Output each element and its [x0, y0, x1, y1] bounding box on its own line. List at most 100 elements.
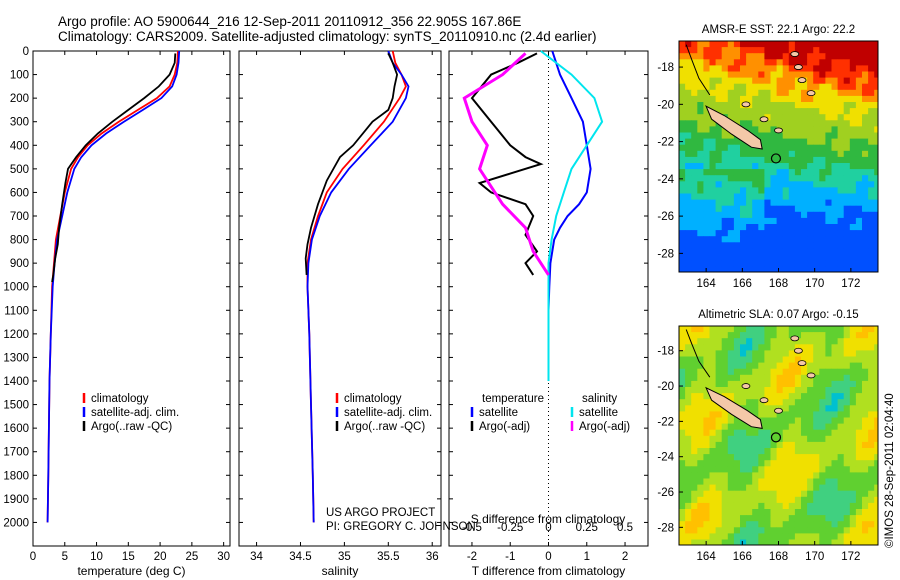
map-cell: [794, 344, 802, 351]
map-cell: [801, 338, 808, 345]
map-cell: [733, 466, 741, 473]
map-cell: [782, 380, 790, 388]
map-cell: [874, 53, 879, 60]
map-cell: [733, 460, 741, 467]
map-cell: [727, 114, 735, 121]
small-island: [774, 127, 783, 134]
map-cell: [733, 224, 741, 231]
map-cell: [697, 205, 704, 213]
map-cell: [727, 193, 735, 200]
map-cell: [776, 83, 784, 91]
map-cell: [715, 356, 723, 363]
map-cell: [874, 224, 879, 231]
map-cell: [831, 175, 838, 182]
map-cell: [868, 387, 875, 394]
map-cell: [849, 199, 857, 207]
map-cell: [709, 181, 716, 188]
map-cell: [819, 509, 826, 516]
map-cell: [825, 144, 832, 152]
map-cell: [758, 150, 765, 158]
map-cell: [776, 460, 784, 467]
map-cell: [721, 387, 729, 394]
map-cell: [831, 441, 838, 449]
map-cell: [733, 435, 741, 443]
map-cell: [794, 502, 802, 510]
map-cell: [837, 150, 845, 158]
map-cell: [776, 108, 784, 115]
map-cell: [819, 77, 826, 85]
map-cell: [733, 387, 741, 394]
map-cell: [715, 472, 723, 479]
map-cell: [764, 387, 771, 394]
map-cell: [862, 242, 869, 249]
map-cell: [843, 387, 851, 394]
map-cell: [819, 114, 826, 121]
map-cell: [831, 362, 838, 370]
map-cell: [691, 350, 698, 357]
difference-profile: -2 -1 0 1 2T difference from climatology-0.5…: [448, 50, 649, 578]
map-cell: [855, 374, 863, 382]
map-cell: [831, 138, 838, 146]
map-cell: [782, 95, 790, 103]
map-cell: [868, 509, 875, 516]
map-cell: [758, 266, 765, 273]
map-cell: [825, 417, 832, 424]
map-cell: [868, 478, 875, 485]
map-cell: [746, 266, 753, 273]
map-cell: [709, 454, 716, 461]
map-cell: [819, 411, 826, 418]
map-cell: [843, 205, 851, 213]
series-argo: [51, 53, 177, 283]
map-cell: [709, 169, 716, 176]
map-cell: [776, 95, 784, 103]
map-cell: [776, 393, 784, 400]
map-cell: [868, 393, 875, 400]
map-cell: [727, 326, 735, 333]
map-cell: [740, 187, 747, 194]
map-cell: [691, 356, 698, 363]
map-cell: [825, 533, 832, 540]
map-cell: [715, 150, 723, 158]
map-cell: [825, 254, 832, 261]
y-tick-label: 900: [10, 258, 29, 270]
map-cell: [727, 102, 735, 109]
y-tick-label: 1200: [3, 329, 29, 341]
map-cell: [813, 448, 820, 455]
map-cell: [740, 527, 747, 534]
map-cell: [782, 224, 790, 231]
map-cell: [801, 484, 808, 492]
map-cell: [721, 496, 729, 504]
map-cell: [794, 338, 802, 345]
map-cell: [746, 496, 753, 504]
map-cell: [709, 344, 716, 351]
map-cell: [752, 411, 759, 418]
reef-outline: [685, 44, 711, 96]
map-cell: [758, 138, 765, 146]
map-cell: [862, 77, 869, 85]
map-cell: [831, 193, 838, 200]
map-cell: [679, 217, 686, 225]
map-cell: [733, 236, 741, 243]
map-cell: [752, 193, 759, 200]
map-cell: [807, 71, 814, 78]
map-cell: [788, 399, 796, 406]
map-cell: [807, 47, 814, 54]
map-cell: [801, 374, 808, 382]
map-cell: [862, 502, 869, 510]
map-cell: [679, 368, 686, 376]
map-cell: [868, 399, 875, 406]
map-cell: [819, 53, 826, 60]
map-cell: [679, 126, 686, 133]
small-island: [790, 335, 800, 342]
map-cell: [770, 399, 777, 406]
map-cell: [776, 41, 784, 48]
map-cell: [874, 380, 879, 388]
map-cell: [837, 83, 845, 91]
map-cell: [849, 326, 857, 333]
map-cell: [788, 387, 796, 394]
map-cell: [831, 53, 838, 60]
map-cell: [837, 527, 845, 534]
map-cell: [831, 242, 838, 249]
map-cell: [770, 175, 777, 182]
map-cell: [849, 509, 857, 516]
